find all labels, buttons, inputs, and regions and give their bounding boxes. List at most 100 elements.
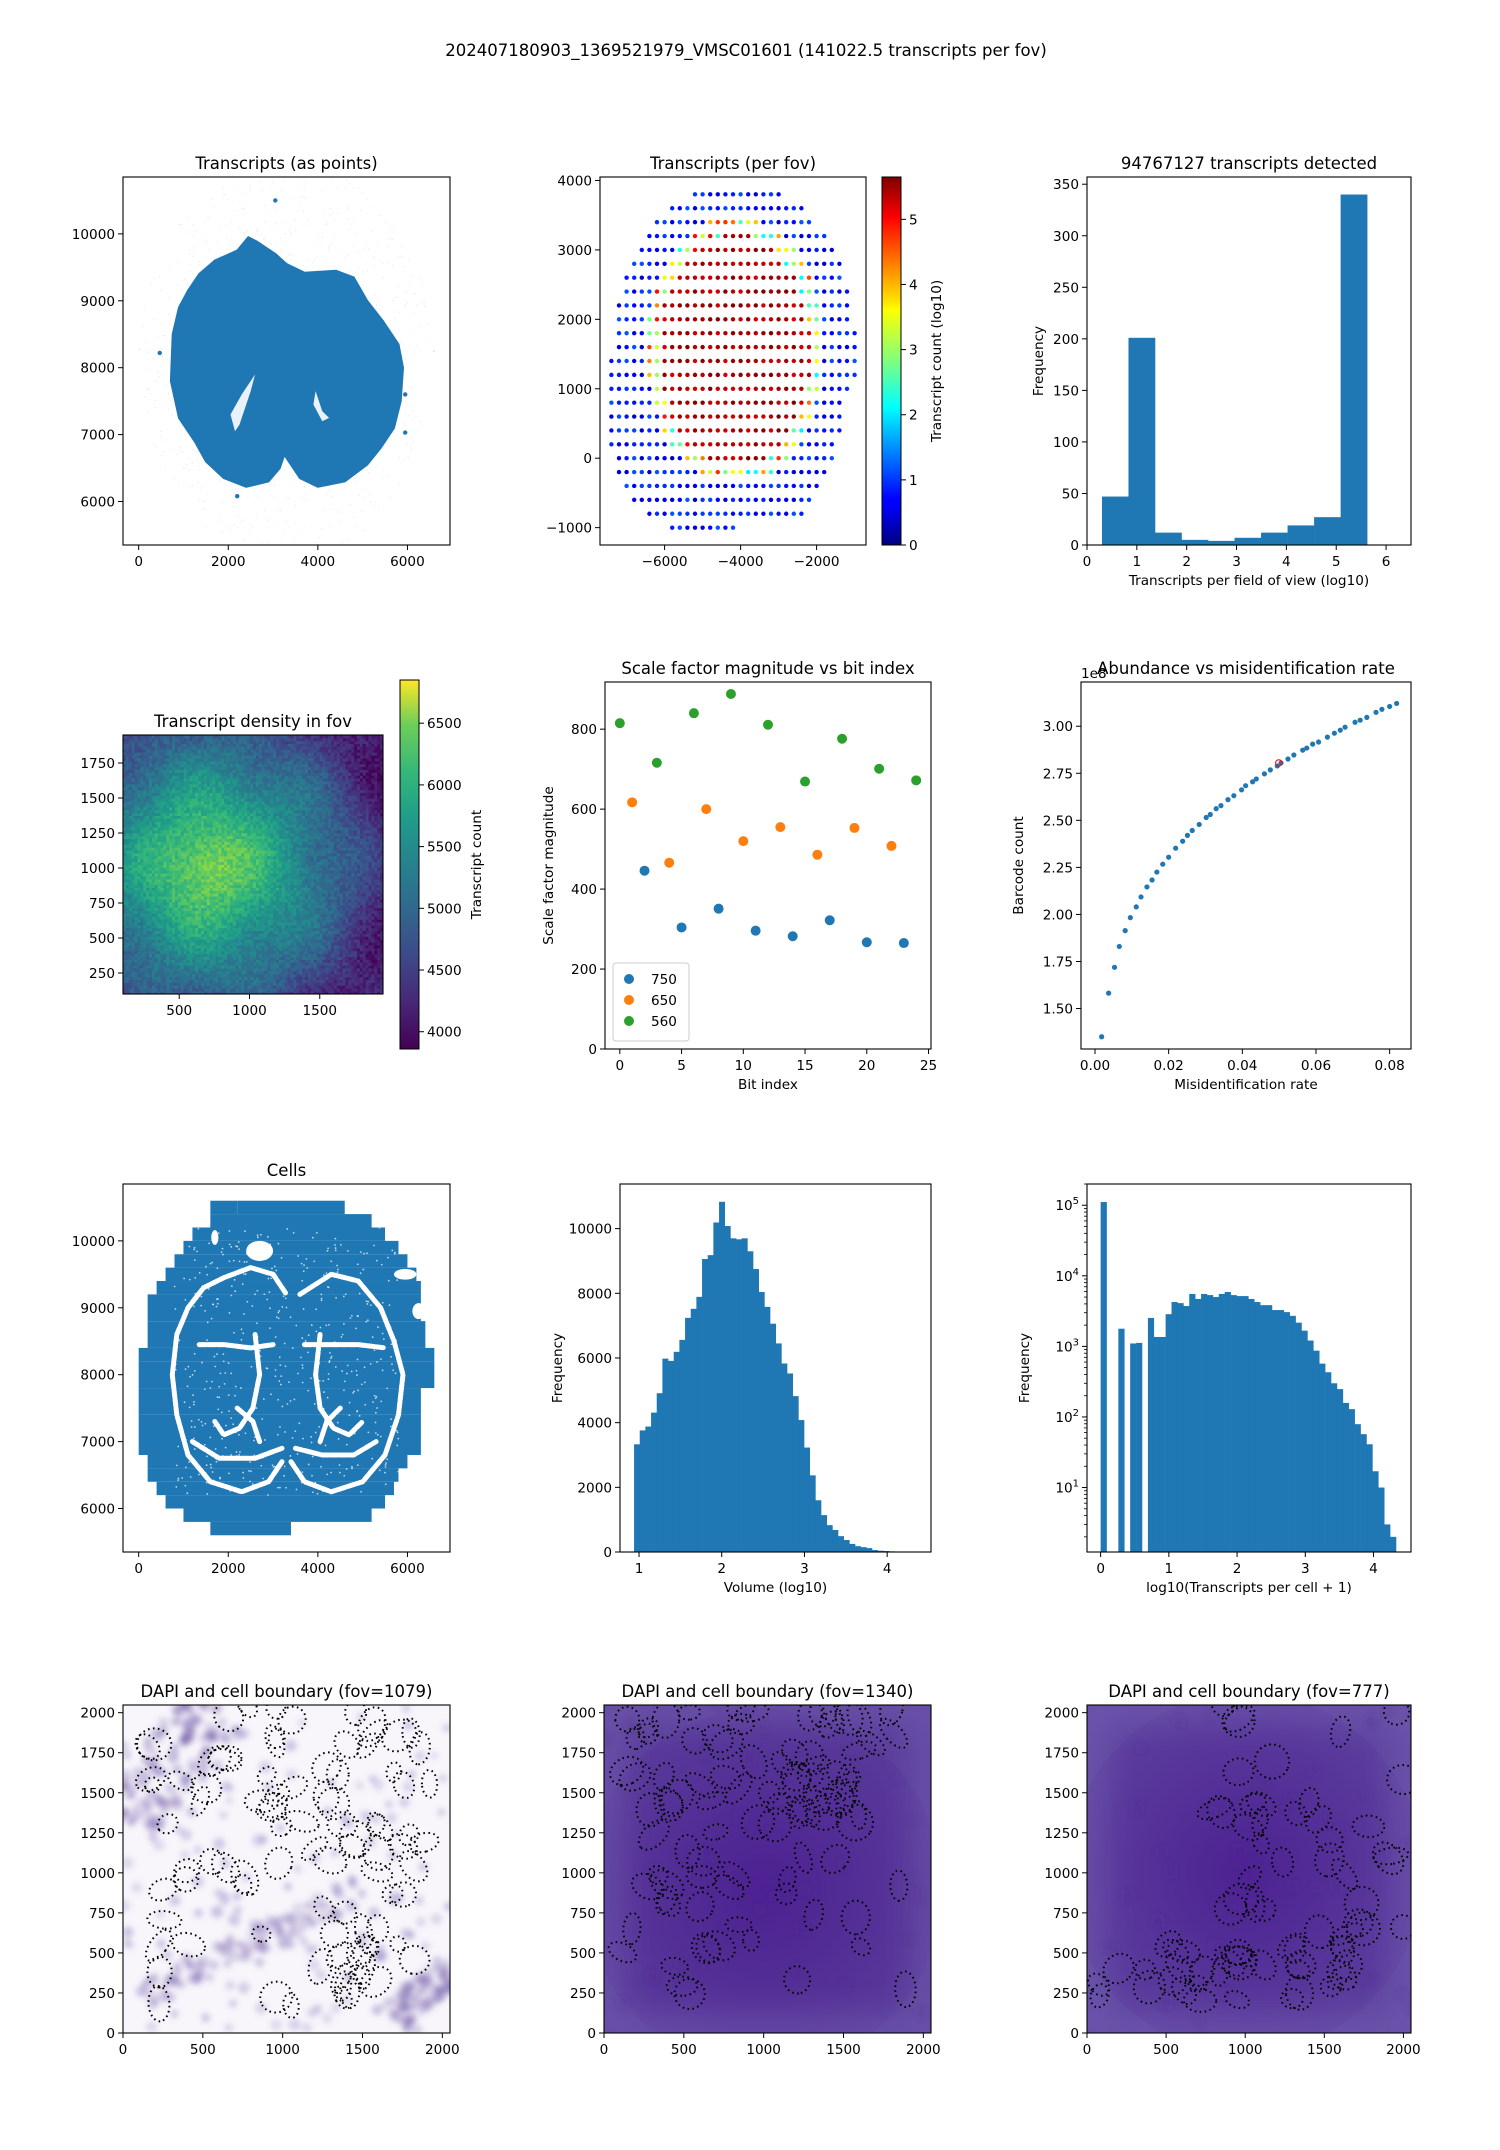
- heatmap-cell: [313, 942, 317, 946]
- heatmap-cell: [258, 976, 263, 981]
- heatmap-cell: [284, 904, 289, 909]
- heatmap-cell: [322, 887, 326, 891]
- heatmap-cell: [377, 919, 381, 923]
- fov-point: [715, 400, 720, 405]
- heatmap-cell: [365, 962, 369, 966]
- heatmap-cell: [232, 968, 237, 972]
- heatmap-cell: [160, 924, 164, 929]
- heatmap-cell: [169, 933, 173, 937]
- heatmap-cell: [333, 953, 338, 957]
- heatmap-cell: [377, 962, 381, 966]
- heatmap-cell: [345, 913, 349, 917]
- heatmap-cell: [180, 916, 185, 920]
- heatmap-cell: [218, 956, 222, 960]
- heatmap-cell: [166, 893, 170, 897]
- heatmap-cell: [279, 904, 283, 909]
- heatmap-cell: [261, 916, 265, 920]
- heatmap-cell: [310, 927, 315, 932]
- heatmap-cell: [284, 942, 289, 946]
- heatmap-cell: [255, 956, 260, 960]
- heatmap-cell: [169, 945, 173, 949]
- heatmap-cell: [255, 910, 260, 914]
- heatmap-cell: [172, 950, 176, 955]
- heatmap-cell: [169, 959, 173, 963]
- heatmap-cell: [154, 907, 159, 911]
- heatmap-cell: [123, 896, 127, 900]
- heatmap-cell: [342, 890, 346, 894]
- heatmap-cell: [180, 950, 185, 955]
- heatmap-cell: [359, 930, 364, 934]
- heatmap-cell: [160, 901, 164, 906]
- heatmap-cell: [183, 887, 187, 891]
- heatmap-cell: [371, 985, 375, 989]
- fov-point: [753, 219, 758, 225]
- heatmap-cell: [267, 942, 271, 946]
- heatmap-cell: [157, 910, 161, 914]
- heatmap-cell: [186, 973, 190, 978]
- heatmap-cell: [261, 936, 265, 940]
- heatmap-cell: [189, 947, 193, 952]
- heatmap-cell: [264, 991, 268, 994]
- heatmap-cell: [212, 988, 216, 992]
- heatmap-cell: [241, 927, 245, 932]
- heatmap-cell: [128, 939, 133, 943]
- heatmap-cell: [128, 936, 133, 940]
- heatmap-cell: [310, 907, 315, 911]
- sparse-point: [170, 399, 172, 401]
- sparse-point: [348, 228, 350, 230]
- heatmap-cell: [307, 965, 312, 969]
- sparse-point: [279, 237, 281, 239]
- heatmap-cell: [250, 913, 254, 917]
- fov-point: [609, 428, 614, 433]
- heatmap-cell: [354, 927, 358, 932]
- fov-point: [639, 469, 644, 475]
- heatmap-cell: [287, 899, 291, 903]
- fov-point: [784, 483, 789, 489]
- heatmap-cell: [310, 953, 315, 957]
- heatmap-cell: [377, 985, 381, 989]
- heatmap-cell: [351, 922, 355, 926]
- heatmap-cell: [154, 970, 159, 975]
- fov-point: [609, 386, 614, 391]
- heatmap-cell: [273, 973, 277, 978]
- fov-point: [814, 456, 819, 461]
- heatmap-cell: [290, 907, 294, 911]
- heatmap-cell: [137, 991, 141, 994]
- heatmap-cell: [140, 959, 144, 963]
- histogram-bar: [1234, 537, 1262, 545]
- heatmap-cell: [345, 936, 349, 940]
- sparse-point: [231, 506, 233, 508]
- sparse-point: [364, 498, 366, 500]
- heatmap-cell: [229, 976, 234, 981]
- heatmap-cell: [134, 942, 138, 946]
- sparse-point: [414, 351, 416, 353]
- heatmap-cell: [180, 890, 185, 894]
- heatmap-cell: [316, 991, 320, 994]
- heatmap-cell: [163, 968, 167, 972]
- heatmap-cell: [160, 916, 164, 920]
- fov-point: [784, 358, 789, 364]
- heatmap-cell: [276, 927, 280, 932]
- sparse-point: [303, 485, 305, 488]
- heatmap-cell: [276, 985, 280, 989]
- heatmap-cell: [253, 991, 257, 994]
- heatmap-cell: [371, 979, 375, 983]
- heatmap-cell: [229, 887, 234, 891]
- fov-point: [768, 247, 774, 253]
- heatmap-cell: [322, 936, 326, 940]
- heatmap-cell: [267, 965, 271, 969]
- heatmap-cell: [201, 965, 205, 969]
- heatmap-cell: [235, 899, 239, 903]
- heatmap-cell: [238, 950, 242, 955]
- fov-point: [639, 372, 644, 378]
- heatmap-cell: [229, 899, 234, 903]
- fov-point: [692, 219, 698, 225]
- heatmap-cell: [221, 973, 225, 978]
- heatmap-cell: [261, 910, 265, 914]
- heatmap-cell: [238, 904, 242, 909]
- heatmap-cell: [151, 947, 156, 952]
- heatmap-cell: [354, 916, 358, 920]
- sparse-point: [161, 438, 163, 440]
- fov-point: [677, 331, 682, 336]
- heatmap-cell: [336, 950, 341, 955]
